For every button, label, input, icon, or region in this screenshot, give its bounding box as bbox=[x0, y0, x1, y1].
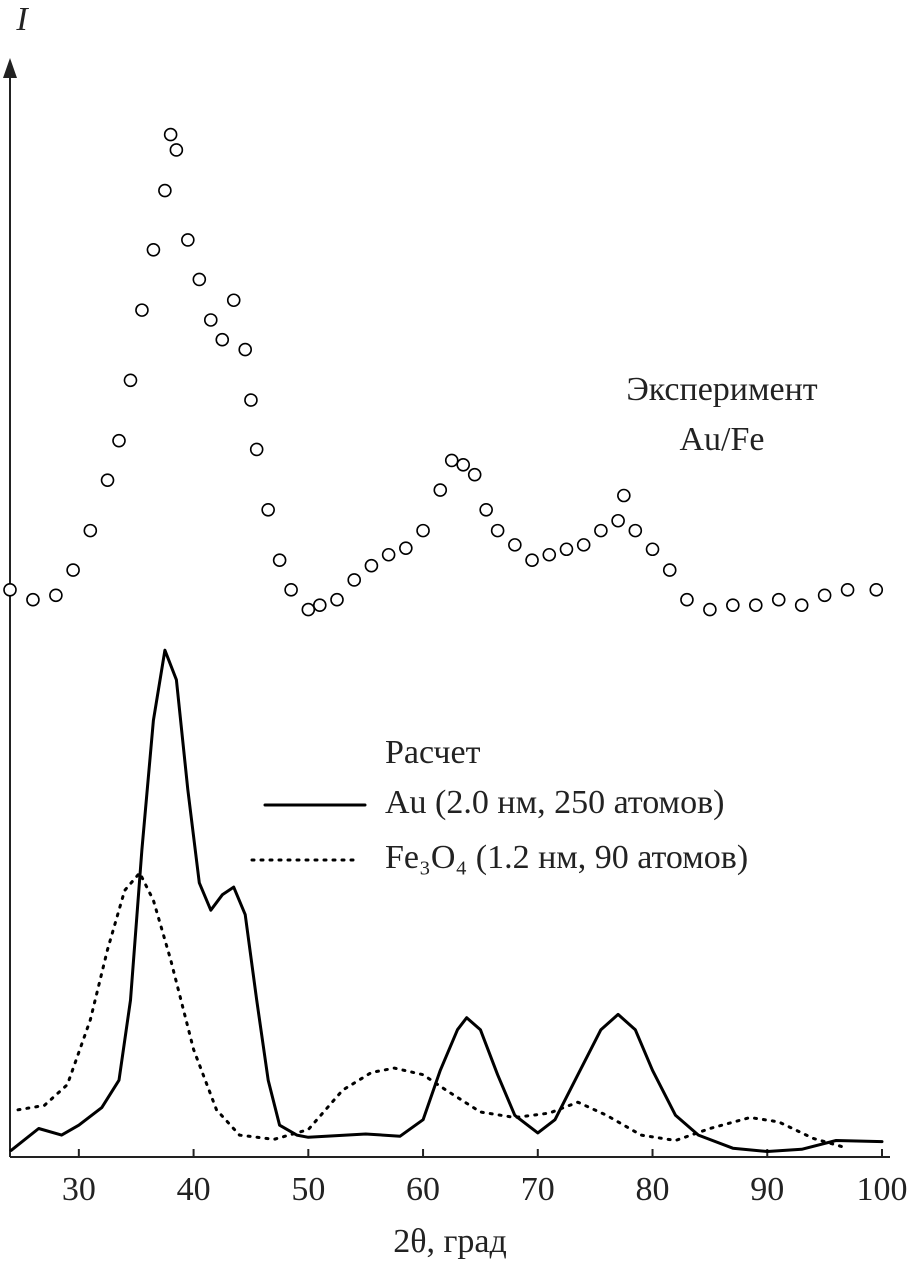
data-point bbox=[100, 473, 115, 487]
data-point bbox=[748, 598, 763, 613]
data-point bbox=[364, 558, 379, 573]
data-point bbox=[617, 488, 631, 503]
data-point bbox=[192, 272, 207, 287]
data-point bbox=[628, 523, 643, 538]
data-point bbox=[399, 541, 413, 555]
data-point bbox=[680, 592, 694, 607]
data-point bbox=[272, 553, 287, 568]
line bbox=[9, 648, 884, 1153]
data-point bbox=[135, 303, 149, 317]
data-point bbox=[726, 598, 740, 613]
x-tick-label: 100 bbox=[857, 1171, 908, 1208]
x-tick-label: 50 bbox=[291, 1171, 325, 1208]
data-point bbox=[559, 542, 574, 557]
data-point bbox=[479, 502, 493, 517]
data-point bbox=[771, 592, 786, 607]
data-point bbox=[662, 563, 677, 577]
data-point bbox=[244, 393, 258, 407]
data-point bbox=[645, 542, 660, 557]
data-point bbox=[467, 467, 482, 482]
line bbox=[16, 871, 850, 1150]
data-point bbox=[869, 583, 884, 597]
x-tick-label: 70 bbox=[521, 1171, 555, 1208]
y-axis-arrow bbox=[3, 58, 17, 78]
x-tick-label: 90 bbox=[750, 1171, 784, 1208]
data-point bbox=[181, 233, 195, 247]
data-point bbox=[576, 538, 591, 552]
data-point bbox=[330, 592, 344, 607]
data-point bbox=[301, 602, 316, 617]
data-point bbox=[158, 183, 172, 198]
data-point bbox=[66, 563, 80, 577]
data-point bbox=[840, 583, 855, 597]
data-point bbox=[312, 598, 327, 613]
data-point bbox=[817, 588, 832, 603]
data-point bbox=[249, 442, 264, 457]
x-tick-label: 40 bbox=[177, 1171, 211, 1208]
legend-label: Fe₃O₄ (1.2 нм, 90 атомов) bbox=[385, 839, 748, 876]
data-point bbox=[611, 513, 625, 528]
data-point bbox=[594, 523, 608, 538]
legend-title: Расчет bbox=[385, 734, 481, 771]
data-point bbox=[508, 538, 522, 552]
data-point bbox=[215, 332, 230, 347]
x-axis-label: 2θ, град bbox=[393, 1223, 507, 1260]
data-point bbox=[381, 547, 396, 562]
legend-label: Au (2.0 нм, 250 атомов) bbox=[385, 784, 724, 821]
data-point bbox=[703, 602, 717, 617]
data-point bbox=[26, 592, 40, 607]
data-point bbox=[261, 502, 275, 517]
annotation: Эксперимент bbox=[626, 371, 817, 408]
data-point bbox=[123, 373, 138, 388]
data-point bbox=[238, 342, 253, 357]
data-point bbox=[347, 573, 362, 587]
annotation: Au/Fe bbox=[680, 421, 765, 458]
data-point bbox=[49, 588, 63, 603]
data-point bbox=[433, 483, 448, 497]
data-point bbox=[83, 523, 98, 538]
x-tick-label: 60 bbox=[406, 1171, 440, 1208]
data-point bbox=[794, 598, 809, 613]
data-point bbox=[146, 242, 161, 257]
data-point bbox=[163, 127, 178, 142]
x-tick-label: 80 bbox=[636, 1171, 670, 1208]
x-tick-label: 30 bbox=[62, 1171, 96, 1208]
data-point bbox=[542, 547, 557, 562]
data-point bbox=[284, 583, 298, 597]
data-point bbox=[456, 457, 471, 472]
data-point bbox=[416, 523, 430, 538]
data-point bbox=[169, 143, 184, 157]
data-point bbox=[3, 583, 17, 597]
data-point bbox=[203, 313, 218, 327]
data-point bbox=[112, 433, 126, 448]
data-point bbox=[444, 453, 459, 468]
data-point bbox=[525, 553, 539, 568]
y-axis-label: I bbox=[15, 1, 29, 38]
data-point bbox=[226, 293, 241, 308]
data-point bbox=[490, 523, 505, 538]
